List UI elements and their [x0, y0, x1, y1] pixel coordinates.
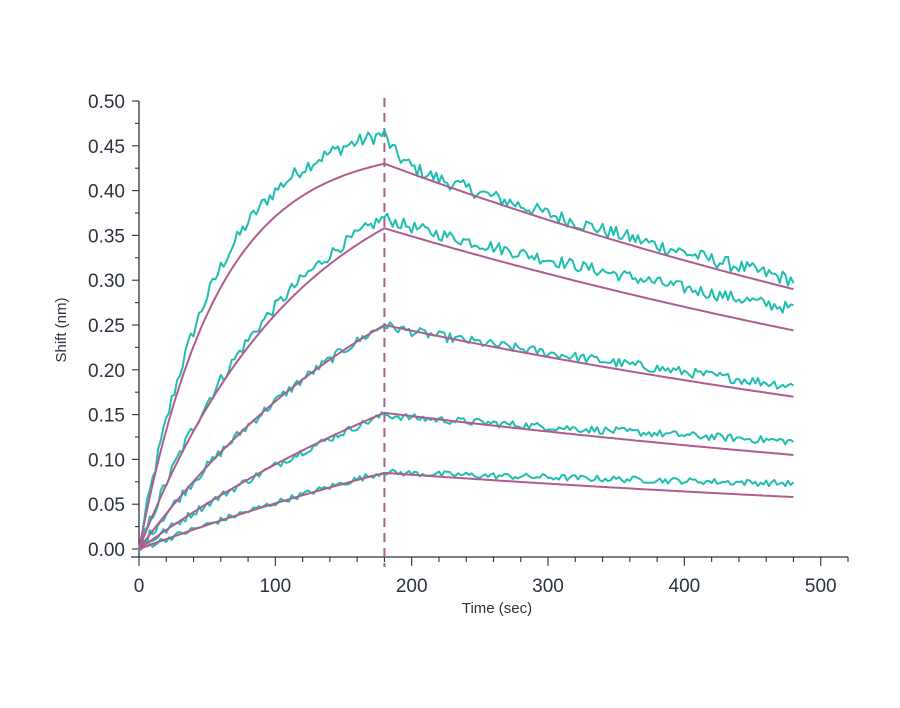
y-tick-label: 0.20: [88, 361, 125, 382]
fit-curve: [138, 411, 794, 550]
y-tick-label: 0.25: [88, 316, 125, 337]
x-tick-label: 500: [805, 576, 837, 597]
raw-curve: [138, 128, 795, 551]
y-tick-label: 0.10: [88, 450, 125, 471]
raw-curve: [138, 468, 795, 552]
x-axis: 0 100 200 300 400 500: [131, 556, 849, 597]
x-axis-label: Time (sec): [462, 600, 532, 617]
fit-curve: [138, 227, 794, 550]
fit-curve: [138, 324, 794, 550]
x-tick-label: 0: [134, 576, 145, 597]
y-tick-label: 0.15: [88, 406, 125, 427]
fit-curves-layer: [138, 162, 794, 550]
fit-curve: [138, 471, 794, 550]
y-axis: 0.00 0.05 0.10 0.15 0.20 0.25 0.30 0.35 0.40 0.45…: [88, 92, 140, 561]
y-tick-label: 0.40: [88, 182, 125, 203]
fit-curve: [138, 162, 794, 550]
x-tick-label: 200: [396, 576, 428, 597]
y-tick-label: 0.00: [88, 540, 125, 561]
x-tick-label: 400: [669, 576, 701, 597]
y-axis-label: Shift (nm): [53, 297, 70, 362]
y-tick-label: 0.30: [88, 271, 125, 292]
y-tick-label: 0.35: [88, 226, 125, 247]
x-tick-label: 100: [259, 576, 291, 597]
raw-curve: [138, 212, 794, 552]
y-tick-label: 0.50: [88, 92, 125, 113]
x-tick-label: 300: [532, 576, 564, 597]
y-tick-label: 0.45: [88, 137, 125, 158]
y-tick-label: 0.05: [88, 495, 125, 516]
